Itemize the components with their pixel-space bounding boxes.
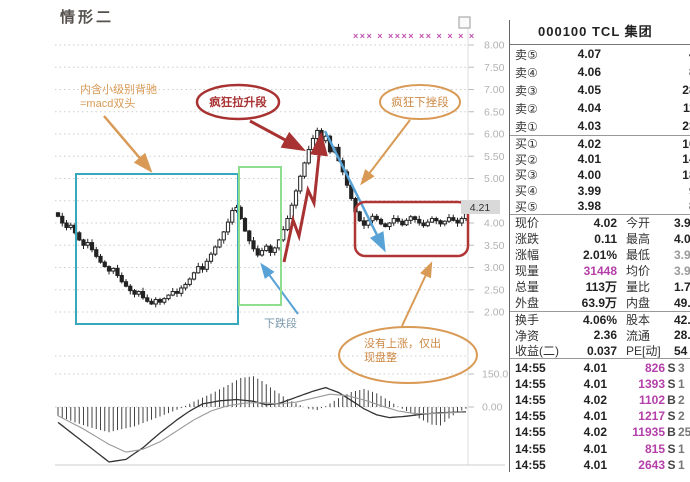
ask-row[interactable]: 卖②4.041166 [515,101,690,116]
trade-row[interactable]: 14:55 4.01 826 S 3 [515,360,685,375]
ask-list: 卖⑤4.07431 卖④4.06826 卖③4.052852 卖②4.041166 卖①… [510,45,690,135]
trade-row[interactable]: 14:55 4.02 11935 B 25 [515,425,690,440]
info-divider [510,310,690,312]
bid-row[interactable]: 买⑤3.98861 [515,199,690,214]
svg-text:0.00: 0.00 [482,402,503,414]
restore-window-icon[interactable] [458,16,471,29]
trade-row[interactable]: 14:55 4.01 2643 S 1 [515,457,685,472]
svg-text:4.00: 4.00 [484,218,505,230]
consolidation-label-line1: 没有上涨，仅出 [364,336,441,350]
ask-row[interactable]: 卖④4.06826 [515,65,690,80]
consolidation-ellipse [338,326,478,384]
plunge-ellipse-label: 疯狂下挫段 [391,95,449,109]
trades-divider [510,358,690,360]
stock-fundamental-list: 换手4.06%股本42.4净资2.36流通28.0收益(二)0.037PE[动]… [510,312,690,359]
trade-row[interactable]: 14:55 4.01 815 S 1 [515,441,685,456]
bid-row[interactable]: 买①4.021056 [515,136,690,152]
bid-info-divider [510,213,690,215]
macd-dea-line [57,393,467,453]
divergence-note-line1: 内含小级别背驰 [80,82,157,96]
plunge-pointer-arrow [360,119,411,186]
rally-trend-arrow [282,131,328,263]
svg-text:150.0: 150.0 [482,369,508,381]
trade-row[interactable]: 14:55 4.02 1102 B 2 [515,392,685,407]
price-axis-labels: 8.00 7.50 7.00 6.50 6.00 5.50 5.00 4.00 3.50 3.00… [482,40,508,414]
info-row[interactable]: 涨跌 0.11 最高 4.0 [515,231,690,247]
ask-bid-divider [510,135,690,136]
current-price-value: 4.21 [470,202,491,214]
stock-title: 000100 TCL 集团 [510,20,690,45]
indicator-marks: ××× × ×××× ×× × × × × [353,31,476,41]
svg-text:3.00: 3.00 [484,262,505,274]
current-price-tag: 4.21 [461,200,500,214]
decline-main-arrow [323,130,386,253]
svg-text:8.00: 8.00 [484,40,505,52]
svg-text:2.50: 2.50 [484,284,505,296]
consolidation-box [353,200,470,258]
svg-text:5.00: 5.00 [484,173,505,185]
rally-pointer-arrow [249,119,306,152]
price-gridlines [55,44,474,408]
plunge-ellipse [379,84,461,120]
quote-panel: 000100 TCL 集团 卖⑤4.07431 卖④4.06826 卖③4.0528… [509,20,690,472]
macd-pane [57,376,467,463]
svg-text:3.50: 3.50 [484,240,505,252]
svg-text:2.00: 2.00 [484,307,505,319]
ask-row[interactable]: 卖①4.032323 [515,119,690,134]
trade-row[interactable]: 14:55 4.01 1393 S 1 [515,376,685,391]
svg-text:7.50: 7.50 [484,62,505,74]
rally-ellipse [195,83,281,121]
svg-text:5.50: 5.50 [484,151,505,163]
bid-row[interactable]: 买②4.011437 [515,152,690,167]
info-row[interactable]: 现价 4.02 今开 3.9 [515,215,690,231]
ask-row[interactable]: 卖⑤4.07431 [515,47,690,62]
svg-text:6.50: 6.50 [484,106,505,118]
svg-text:6.00: 6.00 [484,129,505,141]
fundamental-row[interactable]: 收益(二) 0.037 PE[动] 54 [515,343,688,359]
rally-ellipse-label: 疯狂拉升段 [209,95,267,109]
macd-dif-line [57,386,467,463]
tick-trade-list: 14:55 4.01 826 S 3 14:55 4.01 1393 S 1 14:55 4.02 11… [510,359,690,472]
trade-row[interactable]: 14:55 4.01 1217 S 2 [515,409,685,424]
bid-row[interactable]: 买④3.99980 [515,183,690,199]
pullback-box [238,166,282,306]
divergence-note-line2: =macd双头 [80,97,135,110]
info-row[interactable]: 涨幅 2.01% 最低 3.9 [515,247,690,263]
ask-row[interactable]: 卖③4.052852 [515,83,690,98]
divergence-arrow [103,115,153,173]
svg-text:7.00: 7.00 [484,84,505,96]
decline-label: 下跌段 [264,316,297,330]
candlesticks [55,127,469,308]
bid-list: 买①4.021056买②4.011437买③4.001806买④3.99980买… [510,136,690,214]
info-row[interactable]: 总量 113万 量比 1.7 [515,279,690,295]
bid-row[interactable]: 买③4.001806 [515,167,690,183]
page-title: 情形二 [60,9,115,26]
info-row[interactable]: 现量 31448 均价 3.9 [515,263,690,279]
consolidation-pointer-arrow [401,261,433,327]
stock-info-list: 现价 4.02 今开 3.9 涨跌 0.11 最高 4.0 涨幅 2.01% 最低 3.9 现量 3144… [510,215,690,311]
consolidation-label-line2: 现盘整 [364,350,397,364]
